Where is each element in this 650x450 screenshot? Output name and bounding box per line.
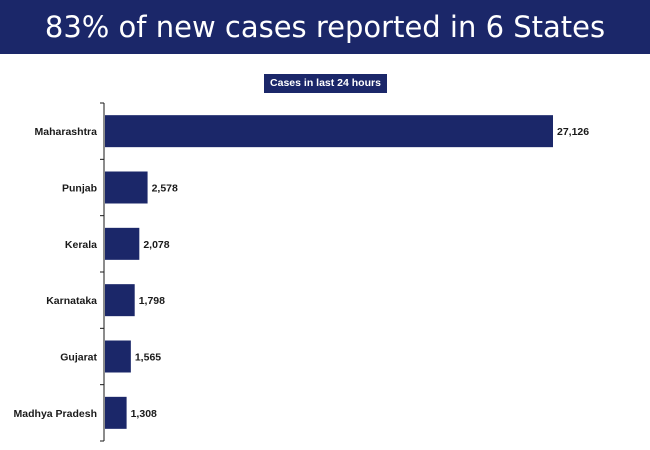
value-label-kerala: 2,078: [143, 239, 169, 251]
value-label-madhya-pradesh: 1,308: [131, 408, 157, 420]
page-title: 83% of new cases reported in 6 States: [0, 0, 650, 54]
chart-title: Cases in last 24 hours: [264, 74, 387, 93]
bars-group: [105, 115, 553, 429]
value-label-gujarat: 1,565: [135, 352, 161, 364]
category-label-gujarat: Gujarat: [60, 352, 97, 364]
bar-punjab: [105, 171, 148, 204]
y-axis-ticks: [100, 102, 104, 442]
category-label-karnataka: Karnataka: [46, 295, 97, 307]
category-label-kerala: Kerala: [65, 239, 97, 251]
category-label-punjab: Punjab: [62, 183, 97, 195]
labels-group: Maharashtra 27,126 Punjab 2,578 Kerala 2,078 K…: [14, 126, 590, 420]
value-label-maharashtra: 27,126: [557, 126, 589, 138]
bar-madhya-pradesh: [105, 396, 127, 429]
category-label-madhya-pradesh: Madhya Pradesh: [14, 408, 97, 420]
category-label-maharashtra: Maharashtra: [35, 126, 98, 138]
bar-maharashtra: [105, 115, 553, 148]
value-label-karnataka: 1,798: [139, 295, 165, 307]
bar-kerala: [105, 227, 140, 260]
bar-karnataka: [105, 284, 135, 317]
bar-gujarat: [105, 340, 131, 373]
value-label-punjab: 2,578: [152, 183, 178, 195]
